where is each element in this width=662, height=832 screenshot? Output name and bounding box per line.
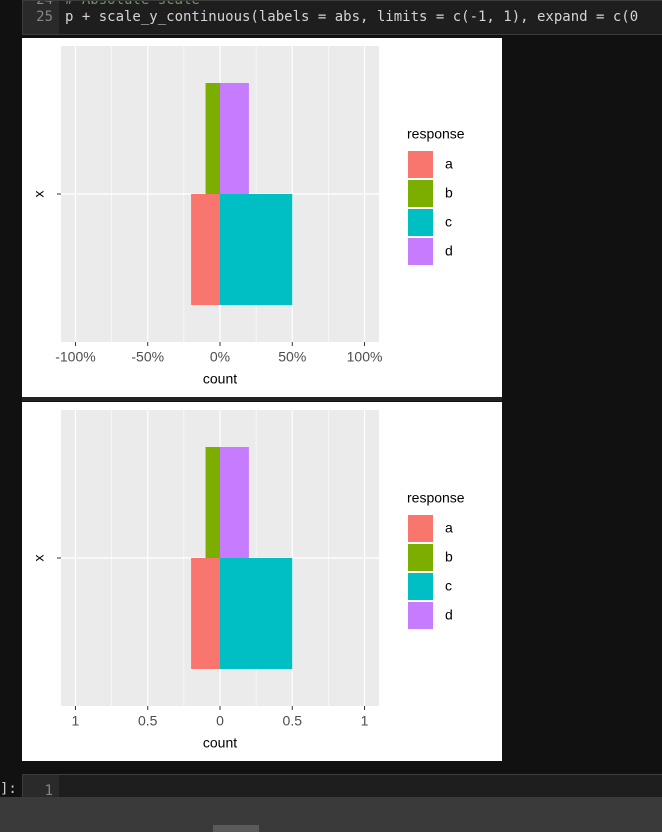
legend-key bbox=[408, 602, 433, 629]
status-bar bbox=[0, 797, 662, 832]
bar bbox=[191, 194, 220, 305]
legend-title: response bbox=[407, 490, 465, 506]
bar bbox=[220, 194, 293, 305]
legend-key bbox=[408, 544, 433, 571]
legend-key bbox=[408, 238, 433, 265]
chart-output: -100% -50% 0% 50% 100% count x response a b c d bbox=[22, 38, 502, 397]
legend-label: a bbox=[445, 520, 453, 536]
x-tick-label: 1 bbox=[361, 713, 369, 729]
bar bbox=[191, 558, 220, 669]
gutter bbox=[23, 1, 59, 34]
x-tick-label: 1 bbox=[72, 713, 80, 729]
legend-label: c bbox=[445, 214, 452, 230]
legend-key bbox=[408, 209, 433, 236]
code-line: p + scale_y_continuous(labels = abs, lim… bbox=[65, 9, 639, 25]
gutter bbox=[23, 775, 59, 798]
x-tick-label: 100% bbox=[347, 349, 383, 365]
x-tick-label: 0 bbox=[216, 713, 224, 729]
legend-key bbox=[408, 515, 433, 542]
code-line: # Absolute scale bbox=[65, 0, 200, 8]
legend-label: d bbox=[445, 243, 453, 259]
y-axis-title: x bbox=[31, 191, 47, 198]
bar bbox=[205, 83, 220, 194]
bar bbox=[220, 83, 249, 194]
bar bbox=[205, 447, 220, 558]
legend-label: b bbox=[445, 549, 453, 565]
legend-title: response bbox=[407, 126, 465, 142]
scrollbar-thumb[interactable] bbox=[213, 825, 259, 832]
x-axis-title: count bbox=[203, 371, 237, 387]
legend-key bbox=[408, 180, 433, 207]
separator bbox=[22, 397, 502, 401]
chart-output: 1 0.5 0 0.5 1 count x response a b c d bbox=[22, 402, 502, 761]
line-number: 1 bbox=[44, 783, 53, 799]
y-axis-title: x bbox=[31, 555, 47, 562]
x-tick-label: 0.5 bbox=[138, 713, 158, 729]
legend-key bbox=[408, 151, 433, 178]
next-cell[interactable]: 1 bbox=[22, 774, 662, 799]
x-tick-label: 0.5 bbox=[283, 713, 303, 729]
legend-key bbox=[408, 573, 433, 600]
x-tick-label: -50% bbox=[131, 349, 164, 365]
line-number: 25 bbox=[36, 9, 53, 25]
bar bbox=[220, 447, 249, 558]
legend-label: d bbox=[445, 607, 453, 623]
x-tick-label: -100% bbox=[55, 349, 95, 365]
x-tick-label: 50% bbox=[278, 349, 306, 365]
x-axis-title: count bbox=[203, 735, 237, 751]
line-number: 24 bbox=[36, 0, 53, 8]
legend-label: b bbox=[445, 185, 453, 201]
legend-label: c bbox=[445, 578, 452, 594]
code-cell[interactable]: 24 # Absolute scale 25 p + scale_y_conti… bbox=[22, 0, 662, 35]
x-tick-label: 0% bbox=[210, 349, 230, 365]
bar bbox=[220, 558, 293, 669]
legend-label: a bbox=[445, 156, 453, 172]
prompt: ]: bbox=[0, 781, 17, 797]
